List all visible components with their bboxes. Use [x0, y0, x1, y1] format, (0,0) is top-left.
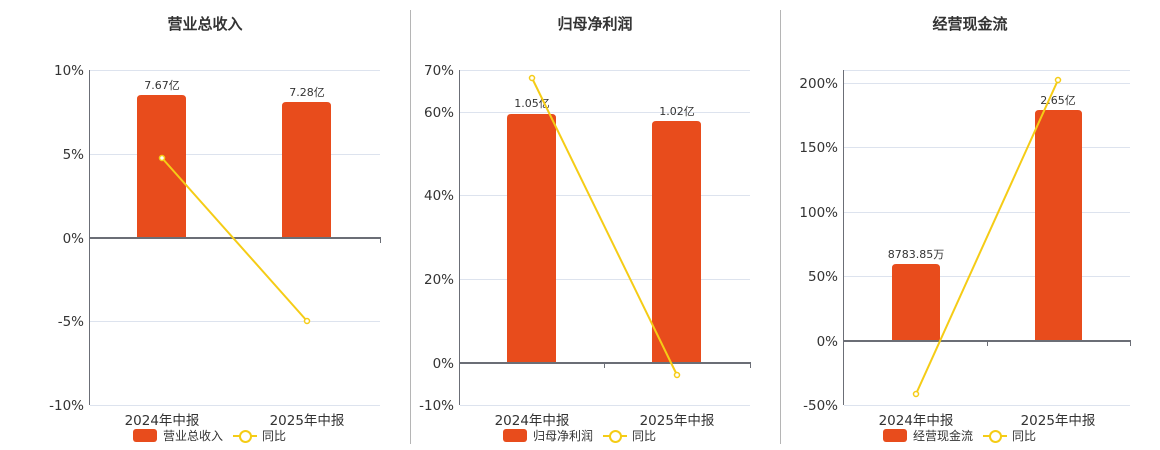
chart-plot: 200% 150% 100% 50% 0% -50% 8783.85万 2.65… [799, 70, 1131, 429]
legend: 营业总收入 同比 [133, 427, 286, 444]
y-tick-label: 20% [424, 272, 454, 288]
chart-panel-net-profit: 归母净利润 70% 60% 40% 20% 0% -10% 1.05亿 1.02… [410, 0, 780, 450]
x-category-label: 2025年中报 [270, 413, 345, 429]
bar-value-label: 7.28亿 [289, 86, 325, 99]
y-tick-label: -50% [803, 398, 838, 414]
y-tick-label: 70% [424, 63, 454, 79]
yoy-line [915, 79, 1059, 395]
y-tick-label: 50% [808, 269, 838, 285]
y-tick-label: 0% [63, 231, 85, 247]
y-tick-label: 5% [63, 147, 85, 163]
x-category-label: 2024年中报 [495, 413, 570, 429]
chart-plot: 70% 60% 40% 20% 0% -10% 1.05亿 1.02亿 2024… [419, 63, 751, 429]
legend-line-swatch-icon[interactable] [603, 429, 628, 443]
legend-bar-swatch[interactable] [883, 429, 907, 442]
y-tick-label: -5% [58, 314, 84, 330]
y-tick-label: -10% [49, 398, 84, 414]
legend: 经营现金流 同比 [883, 427, 1036, 444]
y-tick-label: 0% [817, 334, 839, 350]
legend-bar-swatch[interactable] [133, 429, 157, 442]
chart-title: 归母净利润 [557, 15, 633, 33]
legend: 归母净利润 同比 [503, 427, 656, 444]
yoy-point[interactable] [303, 317, 311, 325]
bar-value-label: 7.67亿 [144, 79, 180, 92]
bar-2025[interactable] [652, 121, 701, 363]
y-tick-label: 100% [799, 205, 838, 221]
bar-value-label: 1.02亿 [659, 105, 695, 118]
panel-divider-1 [410, 10, 411, 444]
yoy-line [531, 77, 678, 376]
yoy-line [161, 157, 308, 322]
x-category-label: 2025年中报 [1021, 413, 1096, 429]
legend-bar-swatch[interactable] [503, 429, 527, 442]
bar-value-label: 8783.85万 [888, 248, 945, 261]
bar-2025[interactable] [282, 102, 331, 238]
legend-bar-label[interactable]: 营业总收入 [163, 429, 224, 443]
yoy-point[interactable] [673, 371, 681, 379]
x-category-label: 2024年中报 [125, 413, 200, 429]
legend-bar-label[interactable]: 经营现金流 [913, 429, 974, 443]
panel-divider-2 [780, 10, 781, 444]
x-category-label: 2025年中报 [640, 413, 715, 429]
x-category-label: 2024年中报 [879, 413, 954, 429]
bar-2024[interactable] [892, 264, 940, 341]
bar-2024[interactable] [137, 95, 186, 238]
y-tick-label: 0% [433, 356, 455, 372]
legend-line-label[interactable]: 同比 [1012, 429, 1037, 443]
legend-bar-label[interactable]: 归母净利润 [533, 429, 594, 443]
legend-line-swatch-icon[interactable] [233, 429, 258, 443]
chart-plot: 10% 5% 0% -5% -10% 7.67亿 7.28亿 2024年中报 2… [49, 63, 381, 429]
chart-panel-revenue: 营业总收入 10% 5% 0% -5% -10% 7.67亿 7.28亿 202… [0, 0, 410, 450]
chart-title: 营业总收入 [167, 15, 243, 33]
y-tick-label: -10% [419, 398, 454, 414]
yoy-point[interactable] [1054, 76, 1062, 84]
y-tick-label: 40% [424, 188, 454, 204]
yoy-point[interactable] [912, 390, 920, 398]
yoy-point[interactable] [158, 154, 166, 162]
y-tick-label: 60% [424, 105, 454, 121]
yoy-point[interactable] [528, 74, 536, 82]
y-tick-label: 10% [54, 63, 84, 79]
legend-line-swatch-icon[interactable] [983, 429, 1008, 443]
bar-2024[interactable] [507, 114, 556, 363]
chart-panel-operating-cashflow: 经营现金流 200% 150% 100% 50% 0% -50% 8783.85… [780, 0, 1160, 450]
bar-2025[interactable] [1035, 110, 1082, 341]
y-tick-label: 150% [799, 140, 838, 156]
chart-title: 经营现金流 [932, 15, 1008, 33]
y-tick-label: 200% [799, 76, 838, 92]
legend-line-label[interactable]: 同比 [632, 429, 657, 443]
bar-value-label: 1.05亿 [514, 97, 550, 110]
legend-line-label[interactable]: 同比 [262, 429, 287, 443]
